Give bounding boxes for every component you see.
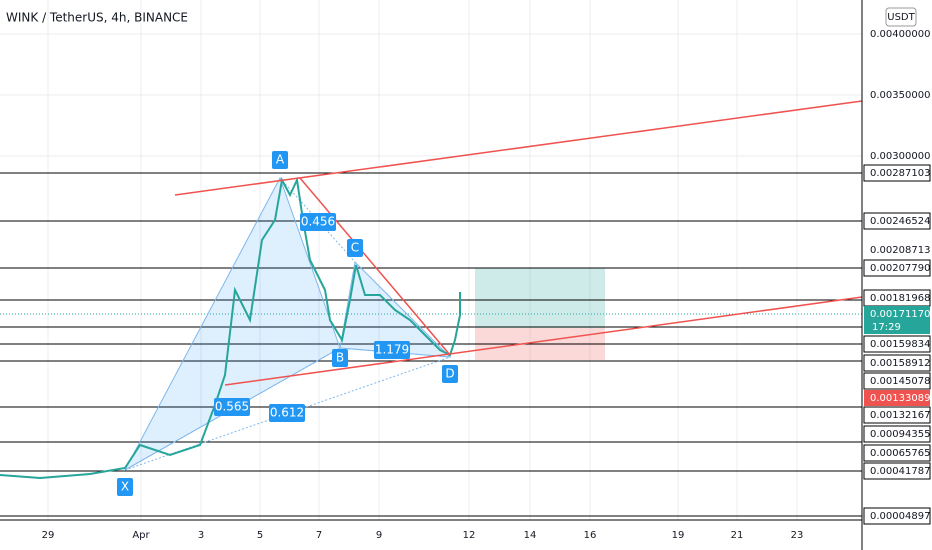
price-label: 0.00350000	[870, 90, 930, 101]
ratio-label: 1.179	[375, 343, 409, 357]
price-label: 0.00208713	[870, 245, 930, 256]
point-label: C	[351, 241, 359, 255]
level-lines	[0, 172, 862, 517]
date-label: 16	[584, 530, 597, 541]
price-label: 0.00145078	[870, 376, 930, 387]
date-label: Apr	[132, 530, 150, 541]
pattern-tags: A B C D X 0.456 1.179 0.565 0.612	[117, 151, 458, 496]
currency-button[interactable]	[885, 7, 917, 27]
price-label: 0.00159834	[870, 339, 930, 350]
grid	[0, 0, 862, 520]
currency[interactable]: USDT	[887, 12, 915, 23]
date-label: 23	[791, 530, 804, 541]
ratio-label: 0.565	[215, 400, 249, 414]
price-label-box	[863, 259, 931, 277]
price-label: 0.00171170	[870, 309, 930, 320]
price-label-box	[863, 354, 931, 372]
date-label: 19	[672, 530, 685, 541]
price-label: 0.00004897	[870, 511, 930, 522]
price-label: 0.00158912	[870, 358, 930, 369]
price-label: 0.00041787	[870, 466, 930, 477]
price-label: 0.00246524	[870, 216, 930, 227]
price-label-box	[864, 390, 930, 406]
point-label: A	[276, 153, 285, 167]
price-label-box	[863, 164, 931, 182]
countdown-box	[864, 320, 930, 334]
price-label: 0.00207790	[870, 263, 930, 274]
price-label: 0.00133089	[870, 393, 930, 404]
price-label-box	[863, 335, 931, 353]
date-label: 3	[198, 530, 204, 541]
date-label: 14	[524, 530, 537, 541]
point-label: X	[121, 480, 129, 494]
price-label-box	[863, 462, 931, 480]
date-label: 12	[463, 530, 476, 541]
price-label-box	[863, 507, 931, 525]
point-label: B	[336, 351, 344, 365]
price-label-box	[863, 212, 931, 230]
price-label-box	[864, 306, 930, 322]
point-label: D	[445, 367, 454, 381]
target-zone	[475, 268, 605, 328]
date-label: 29	[42, 530, 55, 541]
ratio-label: 0.456	[301, 215, 335, 229]
price-label: 0.00400000	[870, 29, 930, 40]
price-label: 0.00300000	[870, 151, 930, 162]
price-label: 0.00132167	[870, 410, 930, 421]
harmonic-pattern	[123, 176, 452, 472]
price-label: 0.00094355	[870, 429, 930, 440]
price-label-box	[863, 406, 931, 424]
date-labels: 29 Apr 3 5 7 9 12 14 16 19 21 23	[42, 530, 804, 541]
price-label: 0.00181968	[870, 293, 930, 304]
price-label: 0.00287103	[870, 168, 930, 179]
price-label-box	[863, 372, 931, 390]
date-label: 5	[257, 530, 263, 541]
date-label: 7	[316, 530, 322, 541]
ratio-label: 0.612	[270, 406, 304, 420]
date-label: 21	[731, 530, 744, 541]
price-label: 0.00065765	[870, 448, 930, 459]
price-label-box	[863, 444, 931, 462]
date-label: 9	[376, 530, 382, 541]
countdown: 17:29	[872, 322, 901, 333]
chart-title: WINK / TetherUS, 4h, BINANCE	[6, 11, 188, 25]
price-labels: 0.00400000 0.00350000 0.00300000 0.00287103…	[863, 29, 931, 525]
trend-lines	[174, 100, 863, 386]
price-label-box	[863, 425, 931, 443]
